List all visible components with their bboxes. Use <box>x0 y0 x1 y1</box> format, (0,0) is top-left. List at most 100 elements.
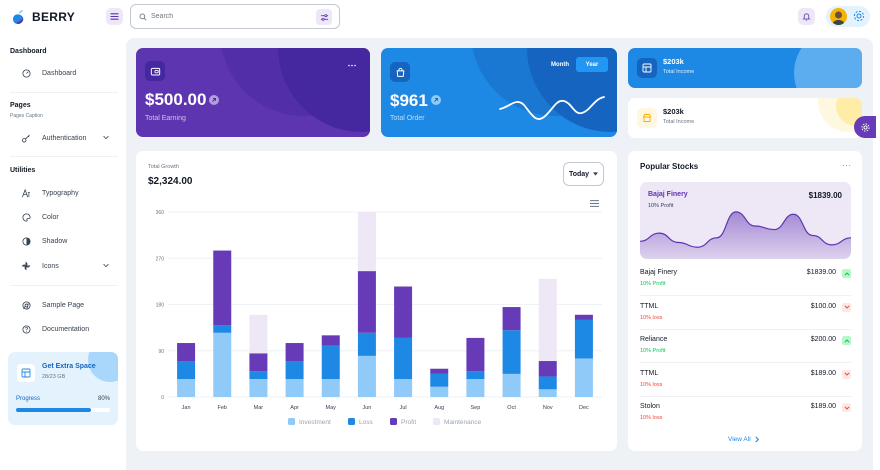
sidebar-item-typography[interactable]: Typography <box>10 184 118 202</box>
stock-value: $200.00 <box>810 336 836 343</box>
total-growth-card: Total Growth $2,324.00 Today 0 90 180 270 36… <box>136 151 617 451</box>
bar-segment-loss <box>538 376 557 390</box>
stock-change: 10% loss <box>640 415 663 421</box>
store-icon <box>643 114 651 122</box>
table-icon <box>21 368 31 378</box>
bar-segment-loss <box>357 332 376 356</box>
divider <box>640 328 851 330</box>
customization-fab[interactable] <box>854 116 876 138</box>
stock-value: $189.00 <box>810 369 836 377</box>
y-tick-label: 360 <box>156 210 165 216</box>
stock-change: 10% Profit <box>640 281 666 287</box>
featured-stock-value: $1839.00 <box>808 191 842 200</box>
notification-button[interactable] <box>798 8 815 25</box>
caret-down-icon <box>593 172 599 176</box>
bar-segment-profit <box>357 271 376 333</box>
avatar <box>830 8 847 25</box>
stock-row[interactable]: Stolon $189.00 10% loss <box>640 403 851 433</box>
bar-segment-loss <box>213 325 232 333</box>
sidebar-item-sample-page[interactable]: Sample Page <box>10 296 118 314</box>
bar-segment-investment <box>466 379 485 397</box>
bar-segment-investment <box>502 373 521 397</box>
stocks-more-button[interactable]: ··· <box>842 161 852 170</box>
bar-segment-profit <box>538 361 557 377</box>
profile-chip[interactable] <box>826 6 870 27</box>
bar-segment-profit <box>466 337 485 372</box>
stock-row[interactable]: Bajaj Finery $1839.00 10% Profit <box>640 269 851 299</box>
order-icon-box <box>390 62 410 82</box>
shopping-bag-icon <box>396 67 404 77</box>
toggle-year-button[interactable]: Year <box>576 57 608 72</box>
x-tick-label: Mar <box>254 405 264 411</box>
menu-toggle-button[interactable] <box>106 8 123 25</box>
income-light-icon-box <box>637 108 657 128</box>
bar-segment-profit <box>177 343 196 362</box>
sidebar-item-icons[interactable]: Icons <box>10 257 118 275</box>
chart-menu-icon[interactable] <box>590 200 599 207</box>
total-income-dark-value: $203k <box>663 57 684 66</box>
chevron-down-icon <box>842 369 851 379</box>
help-icon <box>21 324 31 334</box>
legend-label: Loss <box>359 419 373 426</box>
stock-name: TTML <box>640 369 659 377</box>
settings-gear-icon <box>860 122 870 132</box>
x-tick-label: Aug <box>434 405 444 411</box>
sidebar-item-documentation[interactable]: Documentation <box>10 320 118 338</box>
bar-segment-loss <box>285 361 304 380</box>
total-income-dark-card: $203k Total Income <box>628 48 862 88</box>
y-tick-label: 90 <box>158 349 164 355</box>
view-all-label: View All <box>728 436 751 443</box>
sidebar-item-shadow[interactable]: Shadow <box>10 232 118 250</box>
windmill-icon <box>21 261 31 271</box>
y-tick-label: 180 <box>156 303 165 309</box>
x-tick-label: Sep <box>471 405 481 411</box>
legend-item-maintenance[interactable]: Maintenance <box>433 418 482 426</box>
period-select-value: Today <box>568 170 590 178</box>
search-input[interactable] <box>151 13 301 20</box>
view-all-link[interactable]: View All <box>728 436 760 443</box>
legend-item-loss[interactable]: Loss <box>348 418 373 426</box>
divider <box>10 285 118 286</box>
stock-row[interactable]: TTML $189.00 10% loss <box>640 369 851 400</box>
x-tick-label: Jan <box>182 405 191 411</box>
extra-space-usage: 28/23 GB <box>42 374 66 380</box>
logo[interactable]: BERRY <box>10 8 75 26</box>
chevron-down-icon <box>103 263 109 268</box>
search-filter-button[interactable] <box>316 9 332 25</box>
bar-segment-investment <box>177 379 196 397</box>
toggle-month-button[interactable]: Month <box>551 62 569 68</box>
filter-sliders-icon <box>320 13 328 21</box>
period-select[interactable]: Today <box>563 162 604 186</box>
bar-segment-profit <box>213 250 232 326</box>
table-icon <box>642 63 652 73</box>
stock-row[interactable]: TTML $100.00 10% loss <box>640 302 851 333</box>
total-order-label: Total Order <box>390 115 425 122</box>
order-sparkline <box>499 96 605 120</box>
stock-row[interactable]: Reliance $200.00 10% Profit <box>640 336 851 366</box>
sidebar-item-dashboard[interactable]: Dashboard <box>10 64 118 82</box>
logo-text: BERRY <box>32 10 76 24</box>
sidebar-item-authentication[interactable]: Authentication <box>10 129 118 147</box>
legend-swatch <box>433 418 440 425</box>
bar-segment-loss <box>394 337 413 380</box>
legend-item-investment[interactable]: Investment <box>288 418 331 426</box>
bar-segment-maintenance <box>357 212 376 272</box>
sidebar-item-color[interactable]: Color <box>10 208 118 226</box>
progress-label: Progress <box>16 396 41 402</box>
bar-segment-loss <box>177 361 196 380</box>
total-growth-label: Total Growth <box>148 164 179 170</box>
berry-logo-icon <box>13 10 24 24</box>
stock-name: Bajaj Finery <box>640 269 677 276</box>
popular-stocks-card: Popular Stocks ··· Bajaj Finery $1839.00… <box>628 151 862 451</box>
x-tick-label: Oct <box>507 405 516 411</box>
y-tick-label: 0 <box>161 395 164 401</box>
x-tick-label: Nov <box>543 405 553 411</box>
sidebar-item-label: Sample Page <box>42 301 85 309</box>
legend-item-profit[interactable]: Profit <box>390 418 416 426</box>
sidebar-heading-dashboard: Dashboard <box>10 48 47 55</box>
brand-chrome-icon <box>21 300 31 310</box>
earning-more-button[interactable] <box>344 58 360 72</box>
chevron-up-icon <box>842 269 851 278</box>
divider <box>640 362 851 363</box>
settings-gear-icon <box>853 10 865 22</box>
